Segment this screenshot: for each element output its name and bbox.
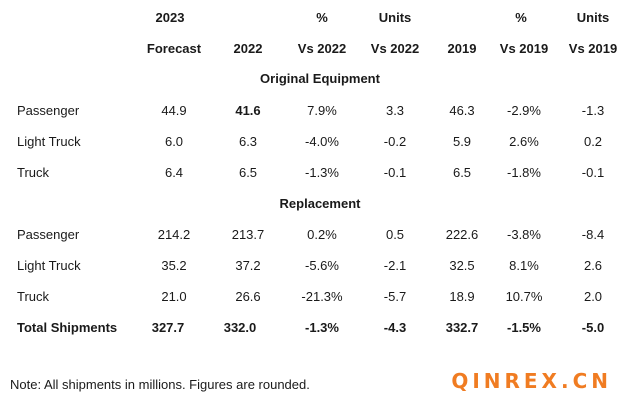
footnote: Note: All shipments in millions. Figures… [10, 377, 310, 392]
cell-units-vs-2019: 2.0 [583, 289, 603, 304]
cell-pct-vs-2022: -4.0% [305, 134, 339, 149]
header-col-pct-vs-2022: Vs 2022 [297, 41, 347, 56]
header-col-units-2019-top: Units [576, 10, 610, 25]
section-row-replacement: Replacement [0, 193, 631, 215]
cell-2019: 32.5 [449, 258, 475, 273]
cell-forecast-2023: 21.0 [161, 289, 187, 304]
watermark-logo: QINREX.CN [451, 369, 612, 393]
cell-units-vs-2019: -8.4 [581, 227, 605, 242]
table-row: Passenger 44.9 41.6 7.9% 3.3 46.3 -2.9% … [0, 100, 631, 122]
table-row: Truck 21.0 26.6 -21.3% -5.7 18.9 10.7% 2… [0, 286, 631, 308]
cell-units-vs-2022: -2.1 [383, 258, 407, 273]
cell-pct-vs-2019: -2.9% [507, 103, 541, 118]
row-label: Passenger [17, 103, 80, 118]
cell-forecast-2023: 44.9 [161, 103, 187, 118]
total-2022: 332.0 [223, 320, 257, 335]
total-units-vs-2019: -5.0 [581, 320, 605, 335]
header-col-forecast: Forecast [146, 41, 202, 56]
total-row: Total Shipments 327.7 332.0 -1.3% -4.3 3… [0, 317, 631, 339]
cell-2022: 213.7 [231, 227, 265, 242]
cell-pct-vs-2019: 8.1% [509, 258, 539, 273]
cell-2022: 6.3 [238, 134, 258, 149]
cell-pct-vs-2022: -1.3% [305, 165, 339, 180]
table-row: Light Truck 35.2 37.2 -5.6% -2.1 32.5 8.… [0, 255, 631, 277]
header-col-units-vs-2019: Vs 2019 [568, 41, 618, 56]
cell-pct-vs-2022: 0.2% [307, 227, 337, 242]
section-title-original-equipment: Original Equipment [260, 71, 380, 86]
cell-units-vs-2022: 3.3 [385, 103, 405, 118]
cell-units-vs-2022: -0.1 [383, 165, 407, 180]
total-2019: 332.7 [445, 320, 479, 335]
cell-pct-vs-2019: -1.8% [507, 165, 541, 180]
cell-pct-vs-2019: 2.6% [509, 134, 539, 149]
header-col-2022: 2022 [233, 41, 263, 56]
cell-pct-vs-2019: 10.7% [505, 289, 543, 304]
cell-pct-vs-2019: -3.8% [507, 227, 541, 242]
header-col-units-2022-top: Units [378, 10, 412, 25]
table-row: Truck 6.4 6.5 -1.3% -0.1 6.5 -1.8% -0.1 [0, 162, 631, 184]
cell-units-vs-2019: 2.6 [583, 258, 603, 273]
cell-forecast-2023: 6.4 [164, 165, 184, 180]
total-forecast-2023: 327.7 [151, 320, 185, 335]
cell-pct-vs-2022: -21.3% [301, 289, 343, 304]
cell-pct-vs-2022: 7.9% [307, 103, 337, 118]
header-row-2: Forecast 2022 Vs 2022 Vs 2022 2019 Vs 20… [0, 38, 631, 60]
total-pct-vs-2019: -1.5% [507, 320, 541, 335]
header-col-forecast-top: 2023 [155, 10, 185, 25]
header-col-units-vs-2022: Vs 2022 [370, 41, 420, 56]
section-title-replacement: Replacement [279, 196, 361, 211]
cell-units-vs-2022: -0.2 [383, 134, 407, 149]
row-label: Truck [17, 289, 50, 304]
cell-2019: 18.9 [449, 289, 475, 304]
header-col-pct-2019-top: % [515, 10, 527, 25]
cell-forecast-2023: 214.2 [157, 227, 191, 242]
cell-2022: 6.5 [238, 165, 258, 180]
row-label: Light Truck [17, 258, 81, 273]
cell-units-vs-2019: 0.2 [583, 134, 603, 149]
cell-2019: 6.5 [452, 165, 472, 180]
cell-2019: 222.6 [445, 227, 479, 242]
header-col-pct-vs-2019: Vs 2019 [499, 41, 549, 56]
cell-2022: 41.6 [235, 103, 261, 118]
cell-2019: 46.3 [449, 103, 475, 118]
cell-2022: 37.2 [235, 258, 261, 273]
total-pct-vs-2022: -1.3% [305, 320, 339, 335]
total-units-vs-2022: -4.3 [383, 320, 407, 335]
cell-units-vs-2022: -5.7 [383, 289, 407, 304]
cell-forecast-2023: 35.2 [161, 258, 187, 273]
header-col-pct-2022-top: % [316, 10, 328, 25]
table-row: Light Truck 6.0 6.3 -4.0% -0.2 5.9 2.6% … [0, 131, 631, 153]
cell-units-vs-2019: -0.1 [581, 165, 605, 180]
header-col-2019: 2019 [447, 41, 477, 56]
row-label: Passenger [17, 227, 80, 242]
cell-pct-vs-2022: -5.6% [305, 258, 339, 273]
table-row: Passenger 214.2 213.7 0.2% 0.5 222.6 -3.… [0, 224, 631, 246]
cell-units-vs-2019: -1.3 [581, 103, 605, 118]
cell-units-vs-2022: 0.5 [385, 227, 405, 242]
header-row-1: 2023 % Units % Units [0, 7, 631, 29]
cell-forecast-2023: 6.0 [164, 134, 184, 149]
cell-2019: 5.9 [452, 134, 472, 149]
section-row-original: Original Equipment [0, 68, 631, 90]
total-row-label: Total Shipments [17, 320, 118, 335]
cell-2022: 26.6 [235, 289, 261, 304]
row-label: Truck [17, 165, 50, 180]
row-label: Light Truck [17, 134, 81, 149]
